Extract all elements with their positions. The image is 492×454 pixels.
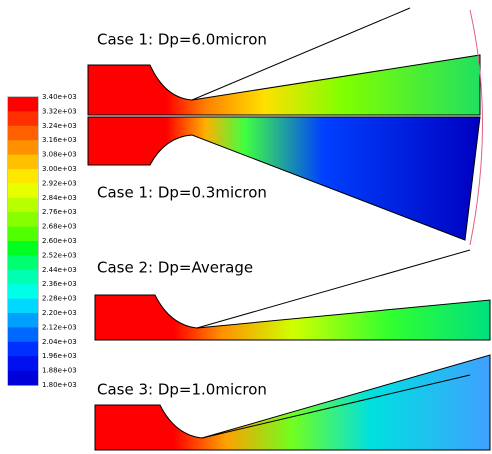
panel-label: Case 1: Dp=0.3micron [97, 184, 267, 202]
contour-4 [95, 355, 490, 450]
colorbar-label: 2.20e+03 [42, 309, 77, 317]
colorbar-swatch [8, 299, 38, 314]
colorbar-swatch [8, 371, 38, 386]
figure: 3.40e+03 3.32e+03 3.24e+03 3.16e+03 3.08e+03… [0, 0, 492, 454]
colorbar-swatch [8, 356, 38, 371]
panel-label: Case 2: Dp=Average [97, 259, 253, 277]
colorbar-swatch [8, 342, 38, 357]
colorbar-swatch [8, 183, 38, 198]
colorbar-swatch [8, 140, 38, 155]
contour-1 [88, 55, 480, 115]
contour-2 [88, 117, 480, 240]
colorbar-label: 2.60e+03 [42, 237, 77, 245]
colorbar-swatch [8, 284, 38, 299]
colorbar-label: 2.52e+03 [42, 251, 77, 259]
colorbar-label: 2.68e+03 [42, 223, 77, 231]
colorbar-swatch [8, 97, 38, 112]
colorbar-label: 3.24e+03 [42, 122, 77, 130]
colorbar-label: 1.88e+03 [42, 367, 77, 375]
colorbar-label: 3.08e+03 [42, 151, 77, 159]
colorbar-label: 3.40e+03 [42, 93, 77, 101]
colorbar-swatch [8, 313, 38, 328]
colorbar-label: 1.96e+03 [42, 352, 77, 360]
colorbar-swatch [8, 155, 38, 170]
colorbar-label: 3.00e+03 [42, 165, 77, 173]
colorbar-swatch [8, 255, 38, 270]
colorbar-swatch [8, 198, 38, 213]
colorbar-label: 2.44e+03 [42, 266, 77, 274]
colorbar-label: 3.32e+03 [42, 107, 77, 115]
colorbar-label: 2.12e+03 [42, 323, 77, 331]
colorbar-label: 2.76e+03 [42, 208, 77, 216]
colorbar-label: 2.04e+03 [42, 338, 77, 346]
panel-label: Case 1: Dp=6.0micron [97, 31, 267, 49]
colorbar-label: 2.36e+03 [42, 280, 77, 288]
contour-3 [95, 295, 490, 340]
colorbar-swatch [8, 126, 38, 141]
colorbar-swatch [8, 227, 38, 242]
colorbar-label: 2.28e+03 [42, 295, 77, 303]
colorbar-swatch [8, 241, 38, 256]
colorbar-label: 3.16e+03 [42, 136, 77, 144]
colorbar-label: 1.80e+03 [42, 381, 77, 389]
colorbar-swatch [8, 111, 38, 126]
colorbar-swatch [8, 327, 38, 342]
colorbar-label: 2.84e+03 [42, 194, 77, 202]
colorbar-swatch [8, 169, 38, 184]
colorbar-label: 2.92e+03 [42, 179, 77, 187]
colorbar-swatch [8, 212, 38, 227]
panel-label: Case 3: Dp=1.0micron [97, 381, 267, 399]
colorbar-swatch [8, 270, 38, 285]
